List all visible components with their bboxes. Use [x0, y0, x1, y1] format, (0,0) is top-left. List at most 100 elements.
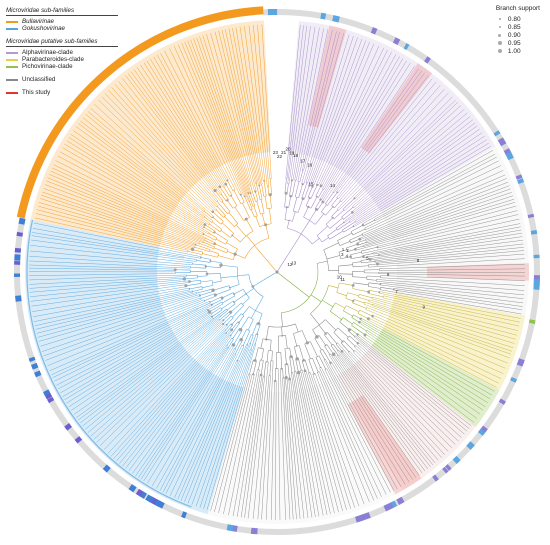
tree-branch: [361, 261, 376, 264]
ring-tick: [517, 178, 525, 185]
tree-branch: [227, 180, 234, 191]
tree-leaf-branch: [354, 336, 468, 432]
tree-leaf-branch: [45, 299, 205, 361]
tree-leaf-branch: [323, 65, 416, 203]
support-dot: [319, 198, 322, 201]
tree-branch: [269, 208, 272, 224]
tree-leaf-branch: [87, 320, 221, 433]
support-dot: [289, 194, 293, 198]
support-dot: [319, 184, 323, 188]
support-dot: [203, 226, 205, 228]
legend-swatch: [6, 20, 18, 23]
tree-branch: [260, 338, 264, 349]
tree-connector-arc: [226, 249, 229, 253]
tree-leaf-branch: [36, 292, 197, 334]
tree-leaf-branch: [352, 119, 473, 214]
support-dot: [191, 290, 194, 293]
support-dot: [356, 333, 359, 336]
tree-branch: [310, 341, 318, 357]
tree-leaf-branch: [368, 258, 525, 268]
tree-branch: [350, 224, 364, 232]
tree-leaf-branch: [257, 24, 270, 179]
tree-branch: [337, 327, 349, 338]
support-dot: [231, 343, 236, 347]
clade-wash: [24, 219, 244, 515]
tree-branch: [280, 352, 282, 369]
tree-leaf-branch: [58, 308, 208, 390]
tree-leaf-branch: [369, 236, 523, 259]
tree-leaf-branch: [153, 56, 227, 184]
tree-branch: [200, 280, 213, 283]
tree-leaf-branch: [184, 344, 249, 503]
tree-branch: [225, 324, 233, 334]
tree-leaf-branch: [90, 108, 214, 217]
tree-branch: [295, 359, 299, 373]
tree-branch: [215, 289, 231, 296]
tree-leaf-branch: [377, 250, 525, 264]
tree-branch: [270, 178, 272, 195]
tree-branch: [312, 238, 320, 245]
tree-connector-arc: [267, 208, 272, 210]
ring-tick: [47, 396, 55, 404]
tree-connector-arc: [319, 367, 322, 369]
tree-leaf-branch: [358, 322, 488, 403]
tree-branch: [220, 264, 238, 268]
tree-leaf-branch: [98, 99, 214, 212]
tree-connector-arc: [321, 211, 326, 216]
this-study-wash: [360, 63, 433, 154]
tree-branch: [230, 302, 242, 313]
tree-connector-arc: [368, 299, 370, 302]
legend-label: Pichovirinae-clade: [22, 63, 73, 70]
tree-branch: [212, 217, 222, 225]
ring-tick: [18, 217, 26, 225]
tree-branch: [368, 289, 380, 293]
tree-branch: [351, 256, 364, 260]
ring-tick: [145, 494, 154, 503]
tree-branch: [252, 280, 264, 287]
tree-branch: [345, 297, 354, 302]
tree-branch: [318, 335, 326, 346]
support-dot: [194, 243, 197, 246]
support-dot: [209, 260, 212, 262]
tree-leaf-branch: [352, 142, 489, 226]
tree-leaf-branch: [337, 355, 423, 474]
support-dot: [227, 347, 229, 349]
tree-branch: [303, 186, 310, 200]
legend-item-bullavirinae: Bullavirinae: [6, 18, 118, 25]
tree-leaf-branch: [343, 122, 476, 223]
tree-connector-arc: [225, 240, 228, 245]
tree-leaf-branch: [337, 350, 429, 470]
tree-branch: [282, 368, 284, 378]
support-dot: [349, 255, 352, 258]
tree-leaf-branch: [357, 333, 475, 423]
tree-branch: [299, 170, 304, 182]
support-dot: [303, 369, 307, 373]
tree-leaf-branch: [363, 202, 516, 247]
tree-branch: [293, 333, 298, 347]
tree-branch: [323, 242, 339, 251]
tree-leaf-branch: [349, 128, 480, 222]
ring-tick: [432, 474, 439, 482]
tree-leaf-branch: [29, 276, 187, 285]
tree-leaf-branch: [121, 78, 222, 203]
tree-leaf-branch: [199, 349, 252, 508]
tree-branch: [212, 211, 224, 222]
ring-tick: [15, 295, 22, 302]
tree-leaf-branch: [35, 213, 189, 251]
tree-leaf-branch: [76, 318, 214, 418]
tree-leaf-branch: [202, 35, 251, 186]
tree-leaf-branch: [316, 45, 380, 185]
tree-leaf-branch: [42, 191, 196, 245]
tree-leaf-branch: [359, 181, 509, 240]
support-dot: [314, 207, 318, 211]
bullavirinae-ring-arc: [16, 6, 264, 219]
tree-branch: [196, 288, 213, 294]
support-dot: [349, 240, 351, 243]
tree-leaf-branch: [378, 232, 522, 257]
tree-branch: [255, 296, 264, 311]
support-dot: [204, 265, 208, 268]
tree-leaf-branch: [82, 117, 213, 222]
tree-branch: [214, 247, 227, 253]
tree-branch: [342, 317, 353, 325]
tree-leaf-branch: [301, 369, 339, 513]
